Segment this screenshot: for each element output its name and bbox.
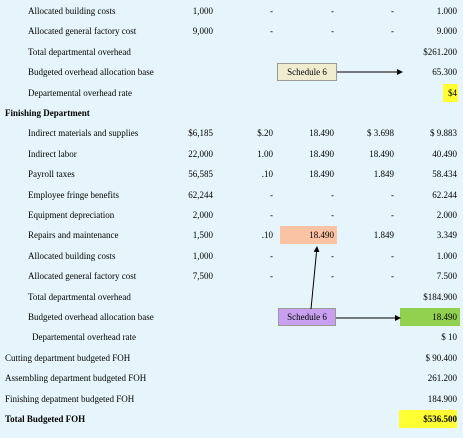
cell: $4 bbox=[448, 87, 457, 98]
cell: $ 10 bbox=[441, 332, 457, 343]
arrow bbox=[310, 246, 320, 310]
section-label: Finishing Department bbox=[5, 108, 90, 118]
row-label: Allocated general factory cost bbox=[28, 271, 137, 282]
row-label: Budgeted overhead allocation base bbox=[28, 67, 154, 78]
cell: 18.490 bbox=[369, 148, 394, 159]
cell: 18.490 bbox=[309, 148, 334, 159]
cell: - bbox=[391, 271, 394, 282]
cell: 22,000 bbox=[188, 148, 213, 159]
cell: 18.490 bbox=[432, 312, 457, 322]
cell: - bbox=[270, 6, 273, 16]
cell: - bbox=[331, 271, 334, 282]
cell: $ 90.400 bbox=[425, 352, 458, 363]
cell: 1.000 bbox=[436, 250, 457, 261]
highlight bbox=[280, 226, 337, 245]
cell: 261.200 bbox=[427, 373, 457, 384]
cell: .10 bbox=[261, 169, 273, 180]
cell: - bbox=[270, 250, 273, 261]
cell: 1.00 bbox=[257, 148, 273, 159]
highlight bbox=[399, 410, 457, 428]
cell: $261.200 bbox=[423, 46, 457, 57]
row-label: Budgeted overhead allocation base bbox=[28, 312, 154, 322]
cell: 184.900 bbox=[427, 393, 457, 404]
row-label: Allocated building costs bbox=[28, 250, 116, 261]
cell: - bbox=[391, 250, 394, 261]
row-label: Departemental overhead rate bbox=[32, 332, 136, 343]
cell: - bbox=[270, 189, 273, 200]
note-box bbox=[277, 63, 337, 82]
row-label: Cutting department budgeted FOH bbox=[5, 352, 131, 363]
cell: 40.490 bbox=[432, 148, 457, 159]
row-label: Departemental overhead rate bbox=[28, 87, 132, 98]
cell: $184.900 bbox=[423, 291, 457, 302]
row-label: Allocated building costs bbox=[28, 6, 116, 16]
cell: 1.000 bbox=[436, 6, 457, 16]
cell: $6,185 bbox=[188, 128, 213, 139]
cell: - bbox=[391, 210, 394, 220]
row-label: Payroll taxes bbox=[28, 169, 75, 180]
row-label: Equipment depreciation bbox=[28, 210, 115, 220]
cell: $536.500 bbox=[423, 414, 457, 424]
cell: 58.434 bbox=[432, 169, 457, 180]
highlight bbox=[443, 83, 458, 102]
section-label: Total Budgeted FOH bbox=[5, 414, 86, 424]
cell: 62,244 bbox=[188, 189, 213, 200]
note-box bbox=[278, 308, 336, 326]
cell: 1,000 bbox=[192, 6, 213, 16]
cell: 9.000 bbox=[436, 26, 457, 37]
cell: .10 bbox=[261, 230, 273, 241]
cell: - bbox=[391, 6, 394, 16]
cell: 2,000 bbox=[192, 210, 213, 220]
cell: 18.490 bbox=[309, 230, 334, 241]
row-label: Repairs and maintenance bbox=[28, 230, 119, 241]
row-label: Employee fringe benefits bbox=[28, 189, 119, 200]
cell: 9,000 bbox=[192, 26, 213, 37]
cell: 3.349 bbox=[436, 230, 457, 241]
row-label: Total departmental overhead bbox=[28, 291, 131, 302]
cell: 18.490 bbox=[309, 169, 334, 180]
row-label: Total departmental overhead bbox=[28, 46, 131, 57]
row-label: Finishing depatment budgeted FOH bbox=[5, 393, 135, 404]
cell: 7,500 bbox=[192, 271, 213, 282]
cell: - bbox=[331, 26, 334, 37]
cell: 1,500 bbox=[192, 230, 213, 241]
cell: - bbox=[331, 250, 334, 261]
cell: - bbox=[331, 6, 334, 16]
cell: - bbox=[270, 271, 273, 282]
cell: - bbox=[270, 210, 273, 220]
row-label: Indirect labor bbox=[28, 148, 77, 159]
cell: - bbox=[331, 189, 334, 200]
cell: 18.490 bbox=[309, 128, 334, 139]
cell: - bbox=[331, 210, 334, 220]
cell: 1.849 bbox=[373, 230, 394, 241]
cell: 62.244 bbox=[432, 189, 457, 200]
cell: 1.849 bbox=[373, 169, 394, 180]
cell: 65.300 bbox=[432, 67, 457, 78]
row-label: Indirect materials and supplies bbox=[28, 128, 139, 139]
note: Schedule 6 bbox=[287, 312, 327, 322]
note: Schedule 6 bbox=[287, 67, 327, 78]
row-label: Assembling department budgeted FOH bbox=[5, 373, 147, 384]
cell: $.20 bbox=[257, 128, 273, 139]
row-label: Allocated general factory cost bbox=[28, 26, 137, 37]
cell: 56,585 bbox=[188, 169, 213, 180]
cell: - bbox=[270, 26, 273, 37]
highlight bbox=[400, 308, 460, 326]
cell: - bbox=[391, 189, 394, 200]
cell: $ 3.698 bbox=[367, 128, 394, 139]
cell: 2.000 bbox=[436, 210, 457, 220]
cell: $ 9.883 bbox=[430, 128, 457, 139]
cell: 7.500 bbox=[436, 271, 457, 282]
cell: 1,000 bbox=[192, 250, 213, 261]
cell: - bbox=[391, 26, 394, 37]
